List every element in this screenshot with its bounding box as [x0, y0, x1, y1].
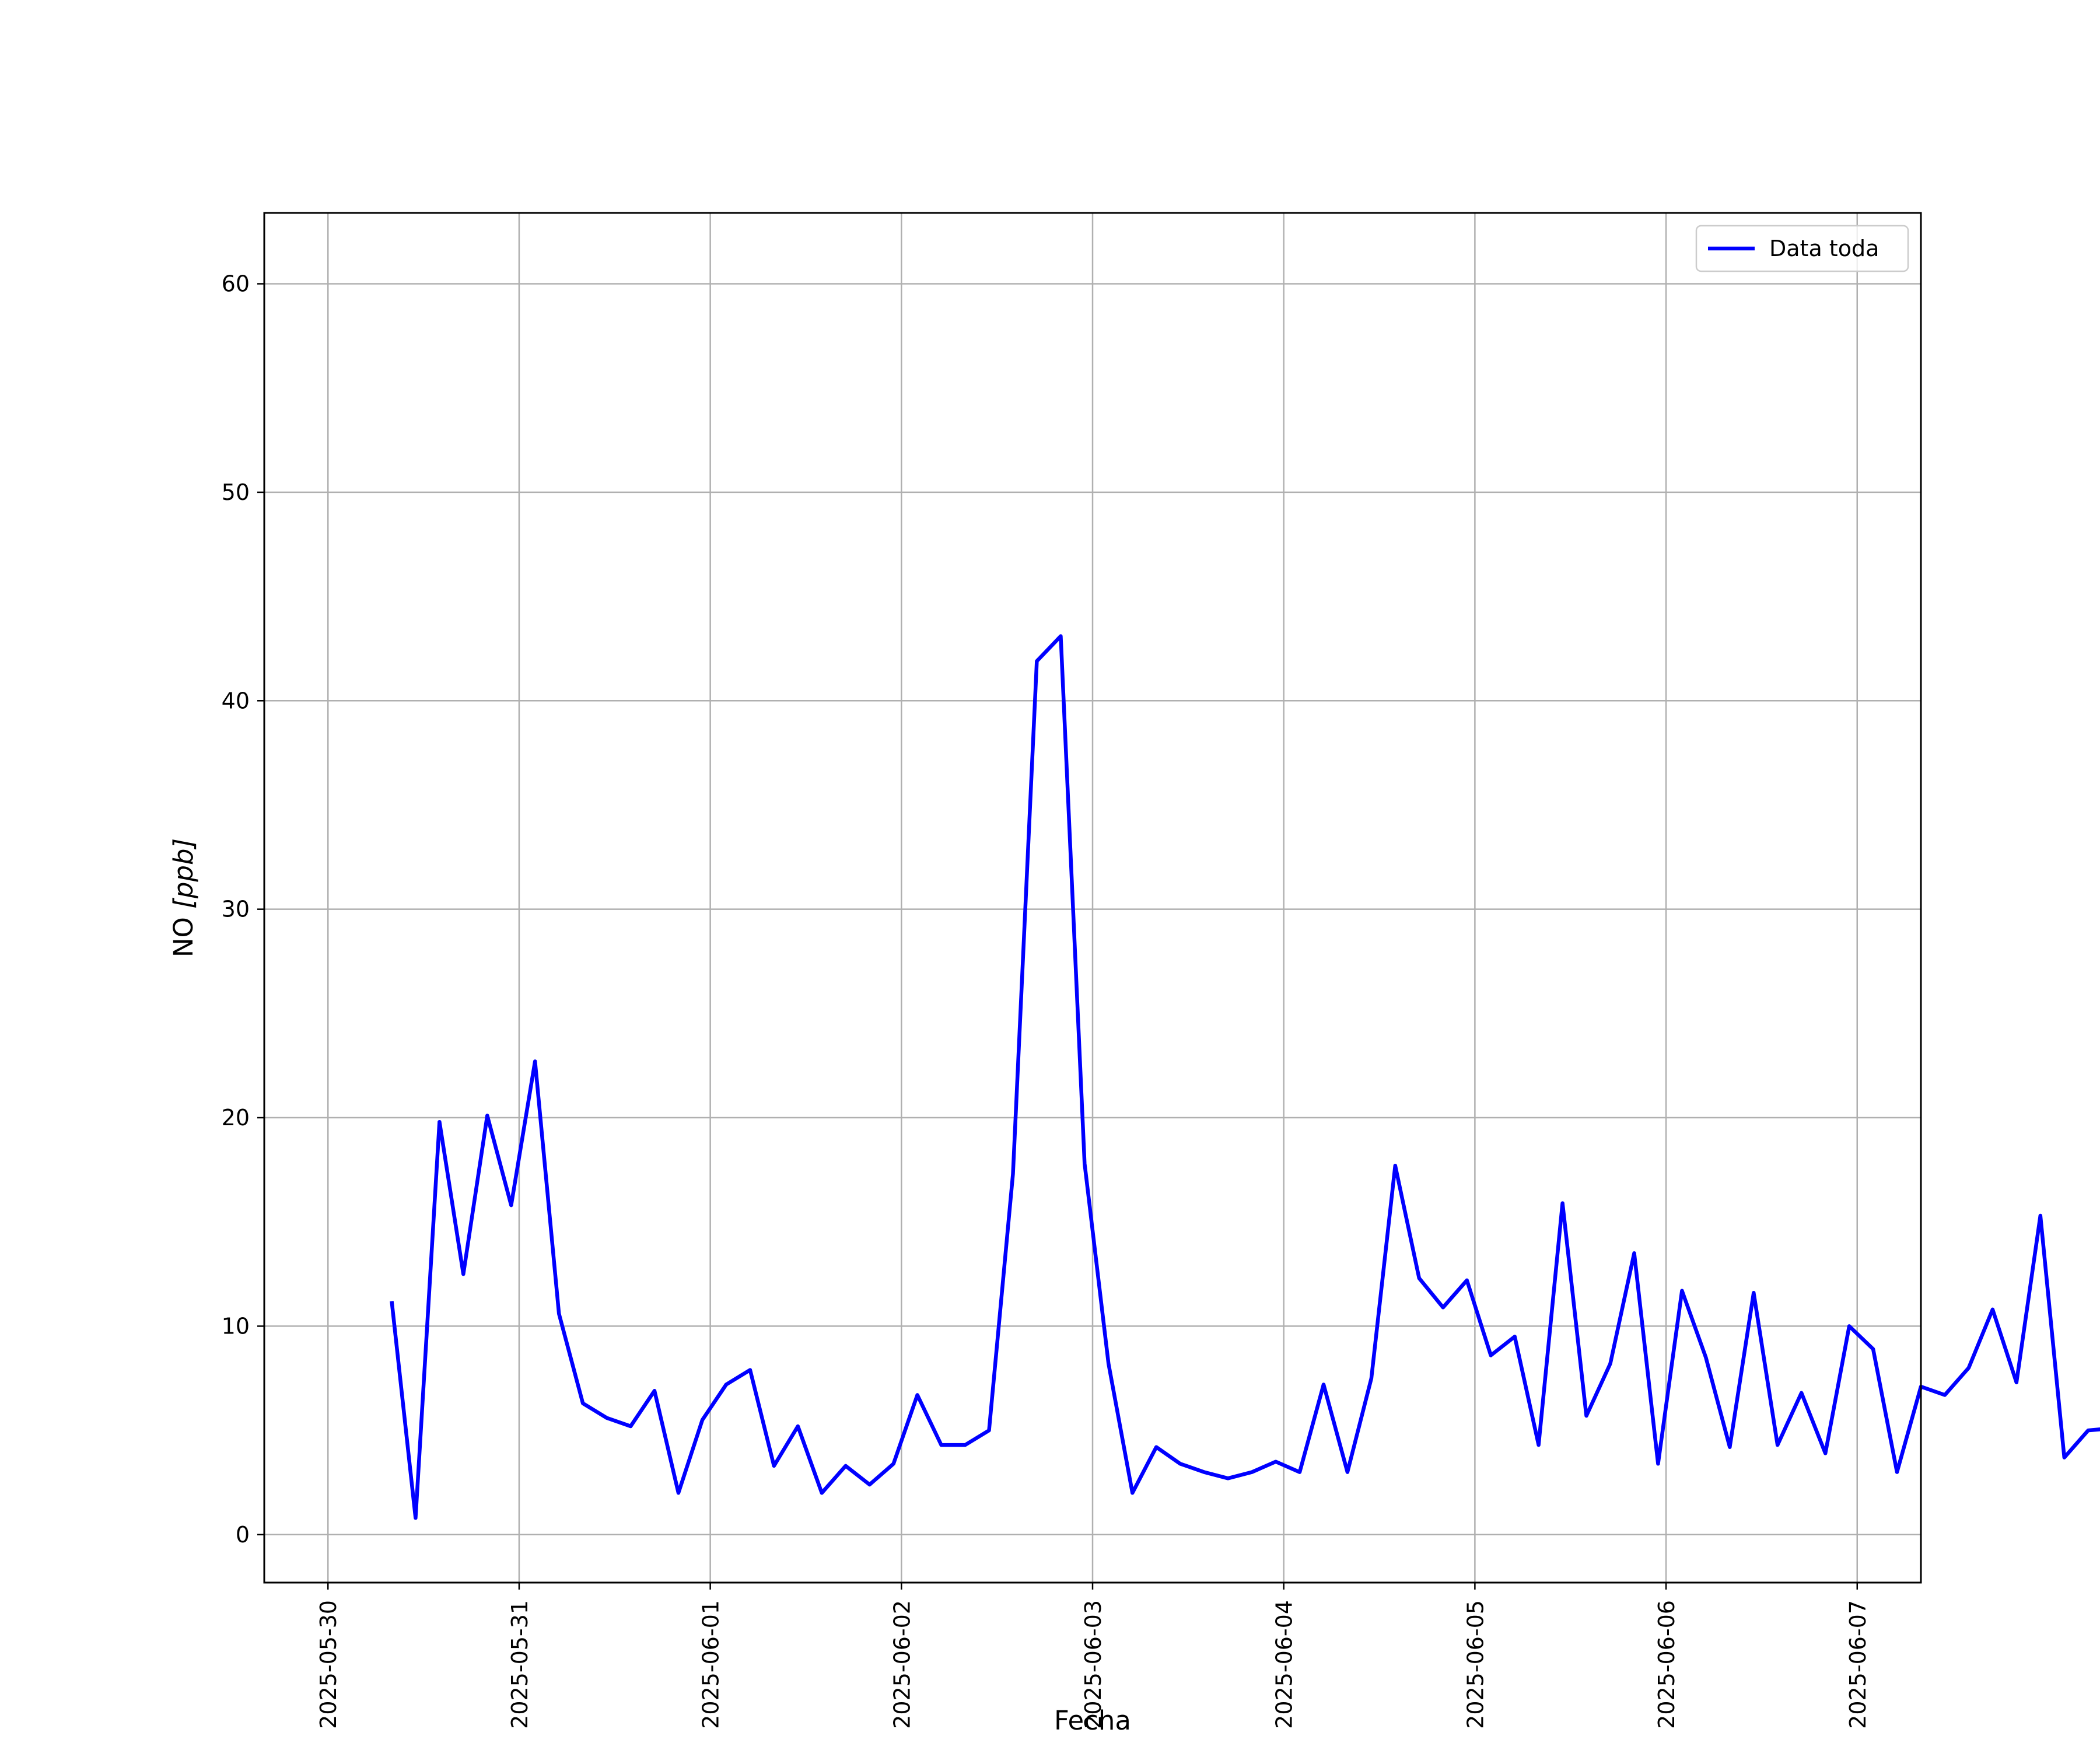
- x-tick-label: 2025-06-03: [1080, 1600, 1106, 1729]
- y-tick-label: 0: [236, 1522, 250, 1548]
- legend-box: [1695, 225, 1909, 272]
- series-layer: [390, 634, 2100, 1520]
- y-tick-label: 40: [222, 688, 250, 713]
- y-tick-label: 60: [222, 271, 250, 297]
- x-tick-label: 2025-06-07: [1845, 1600, 1871, 1729]
- x-tick-label: 2025-06-04: [1272, 1600, 1297, 1729]
- grid-lines: [264, 213, 1921, 1583]
- y-tick-label: 50: [222, 480, 250, 505]
- y-tick-label: 10: [222, 1313, 250, 1339]
- x-tick-label: 2025-05-30: [316, 1600, 341, 1729]
- series-line-data-toda: [390, 634, 2100, 1520]
- x-tick-label: 2025-05-31: [507, 1600, 533, 1729]
- y-tick-label: 30: [222, 897, 250, 922]
- x-tick-label: 2025-06-06: [1654, 1600, 1679, 1729]
- y-axis-label-main: NO: [168, 909, 199, 957]
- x-tick-label: 2025-06-01: [698, 1600, 724, 1729]
- legend: Data toda: [1695, 225, 1909, 272]
- x-tick-label: 2025-06-02: [889, 1600, 915, 1729]
- y-axis-label-unit: [ppb]: [168, 838, 199, 909]
- x-tick-label: 2025-06-05: [1462, 1600, 1488, 1729]
- x-axis-label: Fecha: [1054, 1705, 1131, 1736]
- x-axis-ticks: 2025-05-30 2025-05-31 2025-06-01 2025-06-02…: [316, 1583, 1871, 1729]
- y-tick-label: 20: [222, 1105, 250, 1130]
- legend-label: Data toda: [1769, 236, 1879, 261]
- y-axis-label: NO [ppb]: [168, 838, 199, 957]
- y-axis-ticks: 0 10 20 30 40 50 60: [222, 271, 264, 1548]
